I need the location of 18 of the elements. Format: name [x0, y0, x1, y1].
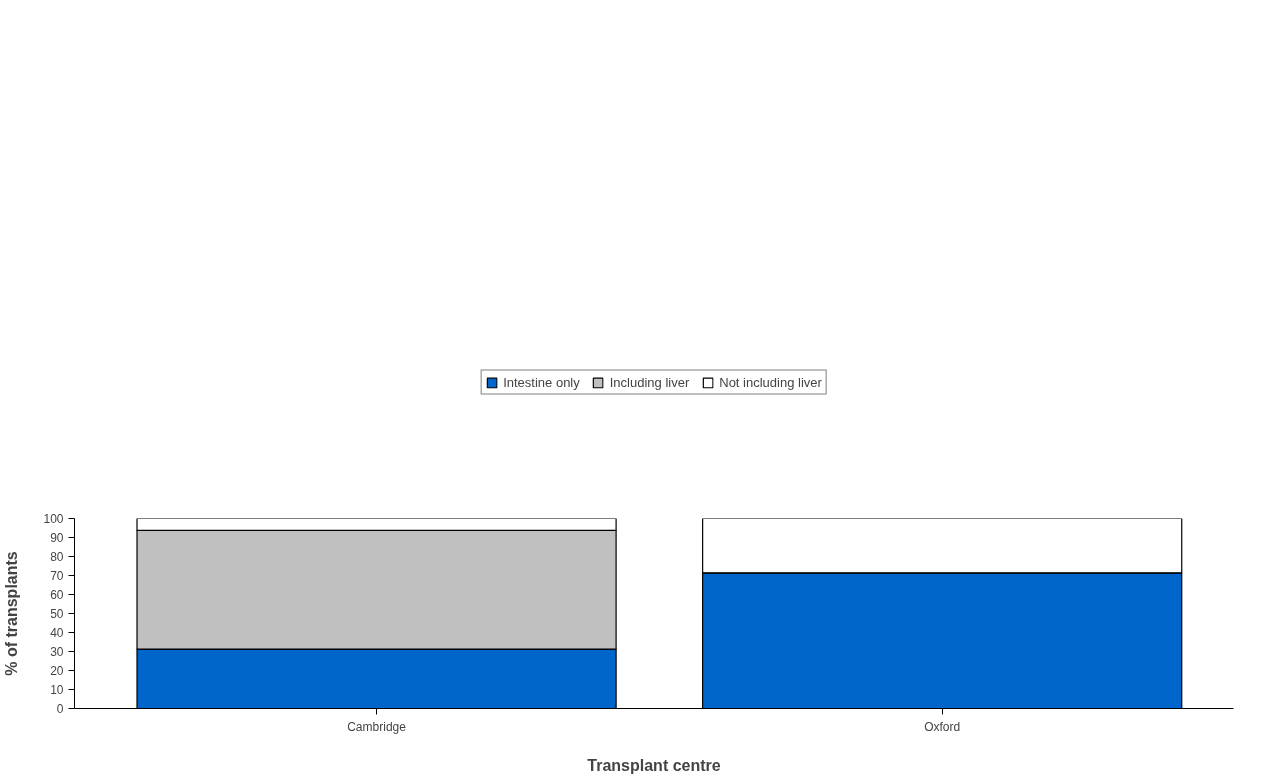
legend-label: Not including liver [719, 374, 822, 390]
y-tick-label: 50 [50, 607, 64, 621]
y-tick-label: 70 [50, 569, 64, 583]
y-tick-label: 80 [50, 550, 64, 564]
legend-label: Intestine only [503, 374, 580, 390]
y-tick-label: 30 [50, 645, 64, 659]
y-tick-label: 60 [50, 588, 64, 602]
x-axis-title: Transplant centre [587, 756, 721, 774]
x-tick-label: Oxford [924, 719, 961, 734]
x-tick-label: Cambridge [347, 719, 407, 734]
y-tick-label: 0 [56, 702, 64, 716]
y-tick-label: 20 [50, 664, 64, 678]
y-tick-label: 10 [50, 683, 64, 697]
y-tick-label: 40 [50, 626, 64, 640]
y-tick-label: 100 [43, 512, 64, 526]
y-axis-title: % of transplants [3, 551, 21, 676]
y-tick-label: 90 [50, 531, 64, 545]
legend-label: Including liver [609, 374, 690, 390]
